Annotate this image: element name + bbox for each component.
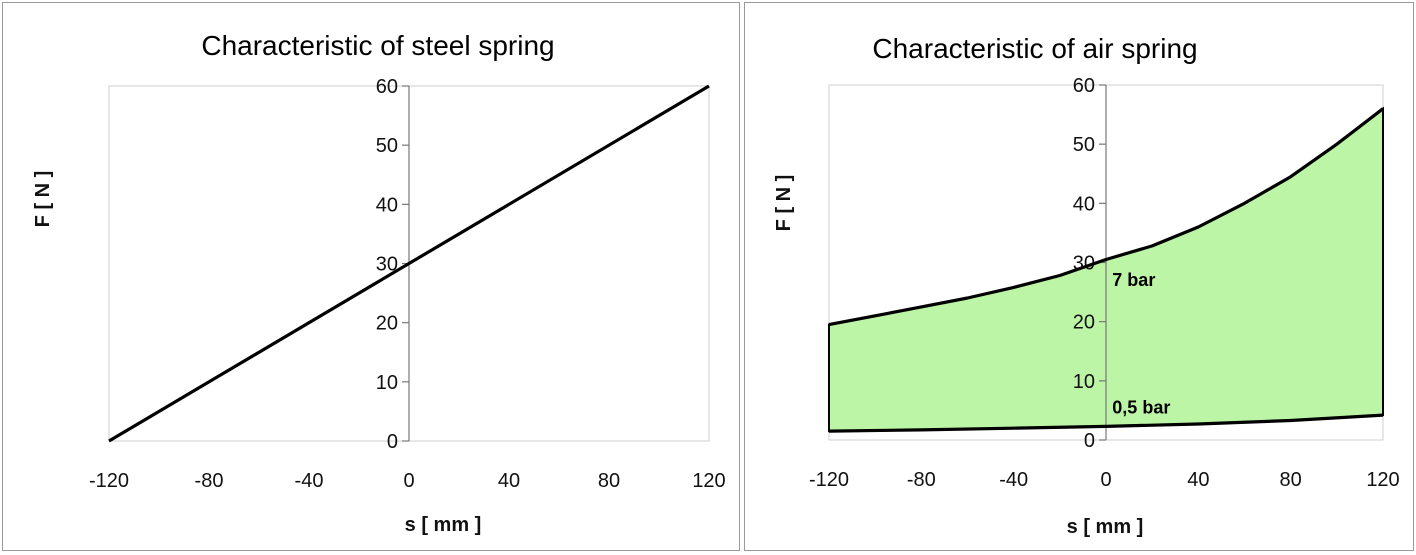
series-annotation: 7 bar xyxy=(1112,270,1155,290)
x-tick-label: -120 xyxy=(809,469,849,491)
x-tick-label: 40 xyxy=(1187,469,1209,491)
y-axis-label: F [ N ] xyxy=(32,171,54,228)
x-axis-label: s [ mm ] xyxy=(1067,516,1144,538)
y-tick-label: 40 xyxy=(376,194,398,216)
y-tick-label: 20 xyxy=(376,313,398,335)
y-tick-label: 50 xyxy=(1073,134,1095,156)
air-spring-panel: 0 10 20 30 40 50 60 -120 -80 -40 0 40 80 120 7 bar 0,5 … xyxy=(744,2,1414,551)
y-tick-label: 20 xyxy=(1073,312,1095,334)
x-tick-label: 120 xyxy=(1366,469,1399,491)
x-tick-label: -80 xyxy=(907,469,936,491)
y-tick-label: 10 xyxy=(1073,371,1095,393)
steel-spring-panel: 0 10 20 30 40 50 60 -120 -80 -40 0 40 80 120 Character… xyxy=(2,2,740,551)
series-line-1 xyxy=(828,413,1384,433)
x-tick-label: 80 xyxy=(1280,469,1302,491)
y-tick-label: 10 xyxy=(376,372,398,394)
steel-spring-chart: 0 10 20 30 40 50 60 -120 -80 -40 0 40 80 120 Character… xyxy=(32,30,726,536)
x-axis-label: s [ mm ] xyxy=(405,514,482,536)
x-tick-label: -80 xyxy=(195,470,224,492)
chart-title: Characteristic of steel spring xyxy=(201,30,554,61)
x-tick-label: 40 xyxy=(498,470,520,492)
x-tick-label: -40 xyxy=(999,469,1028,491)
y-tick-label: 60 xyxy=(1073,75,1095,97)
x-tick-label: -120 xyxy=(89,470,129,492)
x-tick-label: -40 xyxy=(295,470,324,492)
x-tick-label: 80 xyxy=(598,470,620,492)
y-tick-label: 60 xyxy=(376,76,398,98)
x-tick-label: 0 xyxy=(403,470,414,492)
x-tick-label: 120 xyxy=(692,470,725,492)
y-axis-label: F [ N ] xyxy=(773,175,795,232)
y-tick-label: 30 xyxy=(376,254,398,276)
y-tick-label: 0 xyxy=(387,431,398,453)
y-tick-label: 50 xyxy=(376,135,398,157)
series-annotation: 0,5 bar xyxy=(1112,397,1170,417)
series-line-0 xyxy=(108,84,710,443)
series-line-0 xyxy=(828,107,1384,327)
x-tick-label: 0 xyxy=(1100,469,1111,491)
chart-title: Characteristic of air spring xyxy=(872,33,1197,64)
y-tick-label: 40 xyxy=(1073,193,1095,215)
y-tick-label: 0 xyxy=(1084,430,1095,452)
